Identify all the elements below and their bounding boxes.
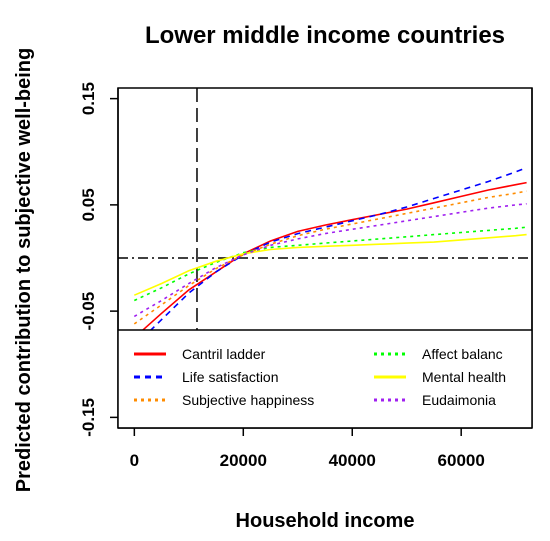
legend-label: Subjective happiness: [182, 392, 314, 408]
series-line-cantril-ladder: [133, 181, 527, 339]
x-axis-title: Household income: [236, 510, 415, 532]
y-tick-label: -0.15: [79, 398, 98, 437]
series-line-life-satisfaction: [133, 166, 527, 347]
series-line-eudaimonia: [133, 203, 527, 318]
y-tick-label: 0.05: [79, 188, 98, 221]
x-tick-label: 60000: [438, 451, 485, 470]
x-tick-label: 0: [130, 451, 139, 470]
x-tick-label: 40000: [329, 451, 376, 470]
y-tick-label: -0.05: [79, 292, 98, 331]
legend-label: Mental health: [422, 369, 506, 385]
legend-label: Life satisfaction: [182, 369, 279, 385]
series-line-mental-health: [133, 233, 527, 296]
y-axis-title: Predicted contribution to subjective wel…: [13, 48, 35, 493]
legend-label: Cantril ladder: [182, 346, 266, 362]
x-tick-label: 20000: [220, 451, 267, 470]
series-line-affect-balance: [133, 226, 527, 302]
plot-area: -0.15 -0.05 0.05 0.15 0 20000 40000 60000 Cantri…: [79, 82, 533, 470]
legend-label: Eudaimonia: [422, 392, 496, 408]
y-tick-label: 0.15: [79, 82, 98, 115]
chart-title: Lower middle income countries: [145, 22, 505, 49]
legend-box: [118, 330, 532, 428]
legend-label: Affect balanc: [422, 346, 503, 362]
